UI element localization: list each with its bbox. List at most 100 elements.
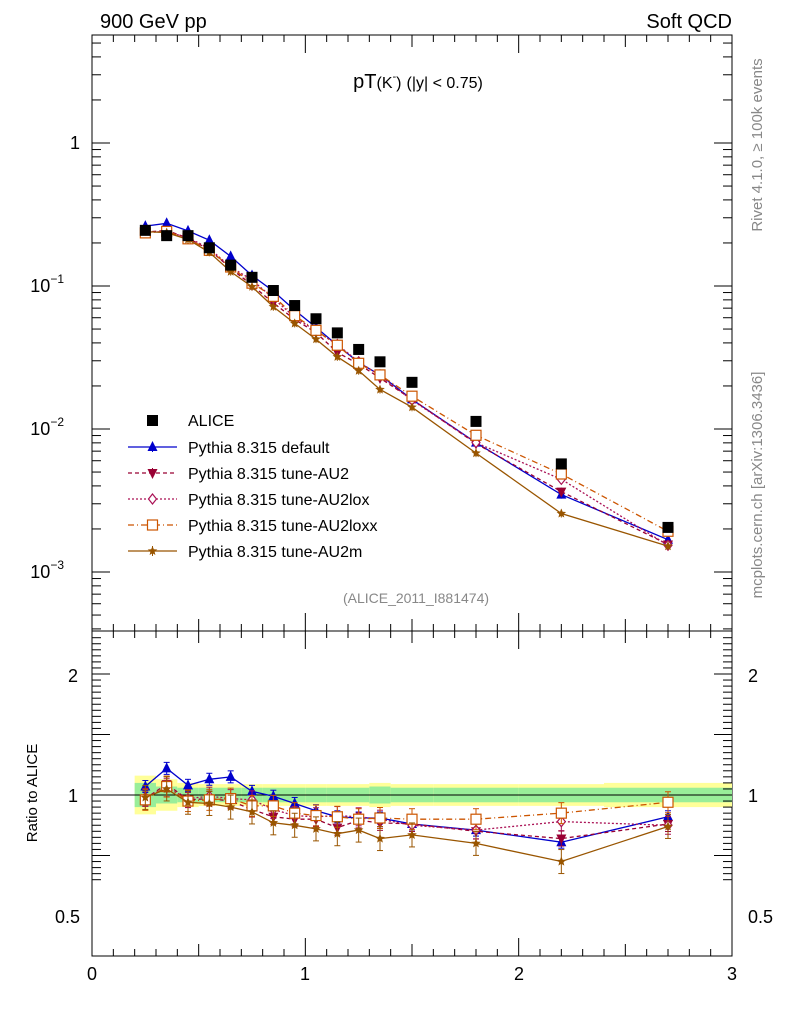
point-default [225,250,236,261]
ratio-point-au2m [268,817,279,827]
data-point-alice [161,230,173,242]
point-au2loxx [555,468,567,480]
upper-plot-area [139,217,674,552]
ratio-tick-label-0p5-right: 0.5 [748,907,773,927]
data-point-alice [246,271,258,283]
ratio-line-au2m [145,788,669,863]
x-tick-label-3: 3 [727,964,737,984]
lower-plot-area [139,761,674,875]
data-point-alice [267,285,279,297]
chart-title: pT(K-) (|y| < 0.75) [353,71,483,93]
point-au2m [556,508,567,518]
ratio-tick-label-1-right: 1 [748,786,758,806]
data-point-alice [662,521,674,533]
ratio-point-au2m [204,798,215,808]
legend-marker-au2m [147,546,158,555]
legend-label-data: ALICE [188,413,234,430]
legend-marker-au2lox [147,493,158,505]
upper-y-tick-labels: 1 10−1 10−2 10−3 [30,133,80,582]
legend-marker-data [147,415,158,426]
point-au2m [247,281,257,291]
ratio-point-au2m [161,784,172,793]
data-point-alice [289,300,301,312]
data-point-alice [470,415,482,427]
ratio-point-au2m [289,820,300,830]
point-au2loxx [470,429,482,441]
ratio-point-au2m [353,825,364,835]
data-point-alice [225,259,237,271]
header-left-label: 900 GeV pp [100,11,207,33]
ratio-point-au2m [663,821,673,831]
point-au2m [407,402,417,412]
point-au2m [289,318,300,328]
point-au2loxx [406,390,418,402]
header-right-label: Soft QCD [646,11,732,33]
data-point-alice [374,356,386,368]
legend: ALICE Pythia 8.315 default Pythia 8.315 … [128,413,377,561]
point-au2m [375,384,385,394]
point-au2m [311,334,321,344]
point-au2loxx [310,324,322,336]
mcplots-reference-label: mcplots.cern.ch [arXiv:1306.3436] [749,372,766,599]
series-line-au2loxx [145,230,669,532]
legend-entry-data: ALICE [147,413,234,430]
rivet-version-label: Rivet 4.1.0, ≥ 100k events [749,58,766,231]
ratio-point-au2loxx [470,813,482,825]
ratio-point-default [225,770,236,781]
ratio-point-au2loxx [662,796,674,808]
lower-axis-ticks [91,631,733,956]
data-point-alice [182,230,194,242]
legend-marker-au2 [147,469,158,479]
ratio-point-au2m [407,829,417,839]
legend-label-default: Pythia 8.315 default [188,440,330,457]
ratio-point-au2m [471,838,481,848]
point-au2m [663,541,673,551]
point-au2m [471,448,481,458]
ratio-point-au2loxx [267,800,279,812]
legend-label-au2loxx: Pythia 8.315 tune-AU2loxx [188,518,377,535]
legend-label-au2lox: Pythia 8.315 tune-AU2lox [188,492,369,509]
legend-marker-au2loxx [146,519,159,531]
upper-axis-ticks [91,35,733,631]
data-point-alice [139,224,151,236]
y-tick-label-1e-3: 10−3 [30,558,64,582]
data-point-alice [353,343,365,355]
ratio-point-au2loxx [331,811,343,823]
ratio-tick-label-1: 1 [68,786,78,806]
ratio-point-au2m [140,792,151,802]
y-tick-label-1e-1: 10−1 [30,272,64,296]
ratio-tick-label-2-right: 2 [748,666,758,686]
ratio-point-default [183,779,193,790]
ratio-point-au2m [375,833,385,843]
point-au2m [225,266,236,276]
ratio-line-au2loxx [144,785,669,820]
legend-label-au2m: Pythia 8.315 tune-AU2m [188,544,362,561]
ratio-point-au2m [311,823,321,833]
point-default [204,234,215,245]
analysis-id-label: (ALICE_2011_I881474) [343,590,489,606]
ratio-point-au2 [556,834,567,845]
ratio-point-au2m [247,806,257,816]
ratio-point-au2m [556,856,567,866]
x-tick-label-2: 2 [514,964,524,984]
ratio-point-au2m [183,797,193,807]
ratio-point-au2m [332,828,343,838]
point-au2loxx [374,369,386,381]
series-line-au2lox [145,230,669,546]
legend-label-au2: Pythia 8.315 tune-AU2 [188,466,349,483]
ratio-point-au2m [225,802,236,812]
point-au2 [556,487,567,498]
ratio-point-default [204,773,215,784]
point-au2m [353,365,364,375]
data-point-alice [555,458,567,470]
ratio-line-default [144,767,669,843]
y-tick-label-1: 1 [70,133,80,153]
y-tick-label-1e-2: 10−2 [30,415,64,439]
point-au2loxx [331,339,343,351]
point-default [161,217,172,228]
ratio-line-au2lox [145,786,669,831]
data-point-alice [310,313,322,325]
ratio-point-au2loxx [555,807,567,819]
data-point-alice [331,327,343,339]
